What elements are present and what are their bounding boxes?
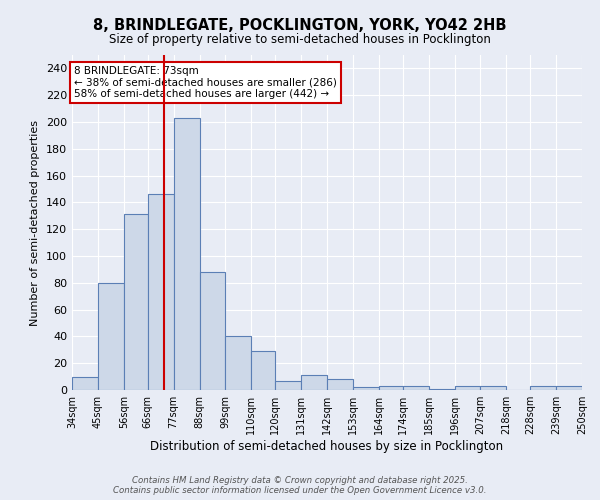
X-axis label: Distribution of semi-detached houses by size in Pocklington: Distribution of semi-detached houses by … [151,440,503,453]
Bar [226,336,251,390]
Bar [379,386,403,390]
Bar [530,386,556,390]
Bar [173,118,200,390]
Bar [124,214,148,390]
Text: 8 BRINDLEGATE: 73sqm
← 38% of semi-detached houses are smaller (286)
58% of semi: 8 BRINDLEGATE: 73sqm ← 38% of semi-detac… [74,66,337,99]
Bar [353,388,379,390]
Bar [428,388,455,390]
Bar [403,386,428,390]
Text: 8, BRINDLEGATE, POCKLINGTON, YORK, YO42 2HB: 8, BRINDLEGATE, POCKLINGTON, YORK, YO42 … [93,18,507,32]
Y-axis label: Number of semi-detached properties: Number of semi-detached properties [31,120,40,326]
Bar [72,376,98,390]
Bar [327,380,353,390]
Bar [199,272,226,390]
Bar [251,351,275,390]
Bar [301,376,327,390]
Bar [98,283,124,390]
Bar [275,380,301,390]
Text: Size of property relative to semi-detached houses in Pocklington: Size of property relative to semi-detach… [109,32,491,46]
Bar [481,386,506,390]
Bar [455,386,481,390]
Bar [556,386,582,390]
Bar [148,194,173,390]
Text: Contains HM Land Registry data © Crown copyright and database right 2025.
Contai: Contains HM Land Registry data © Crown c… [113,476,487,495]
